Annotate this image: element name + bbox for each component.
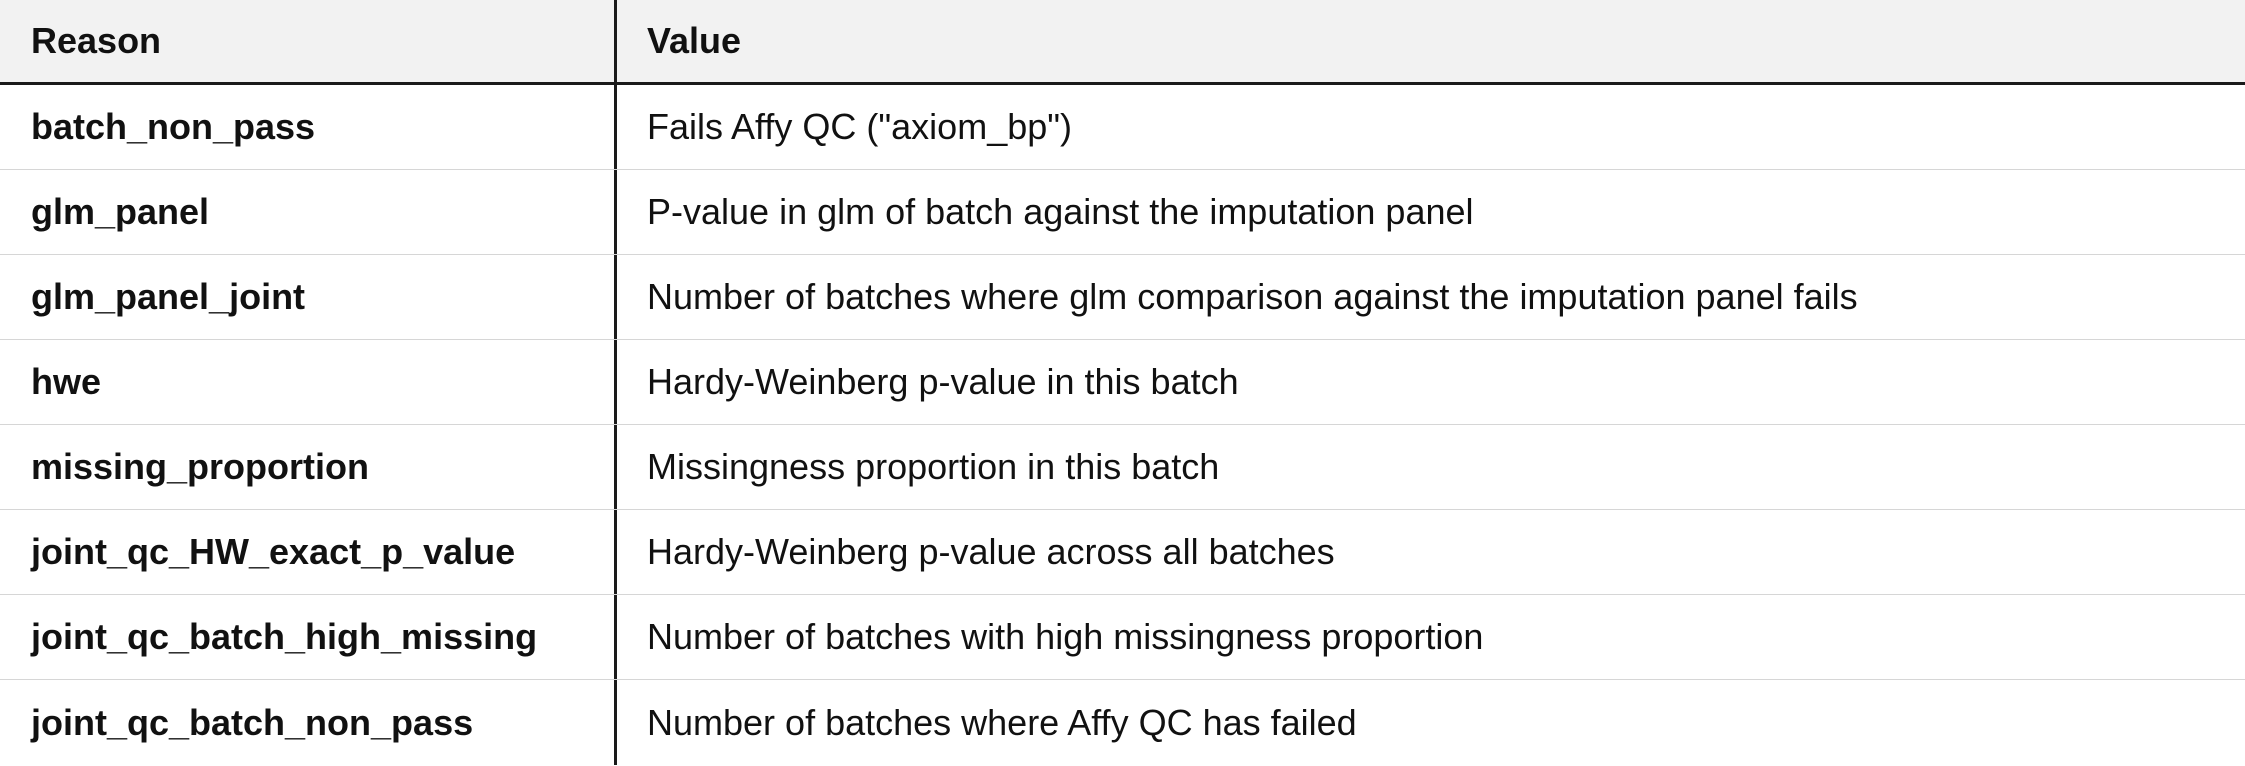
reason-cell: batch_non_pass: [0, 85, 617, 169]
table-header-row: Reason Value: [0, 0, 2245, 85]
reason-cell: glm_panel: [0, 170, 617, 254]
table-row: batch_non_pass Fails Affy QC ("axiom_bp"…: [0, 85, 2245, 170]
header-reason: Reason: [0, 0, 617, 82]
value-cell: Number of batches with high missingness …: [647, 616, 1484, 657]
header-value: Value: [647, 20, 742, 61]
reason-cell: joint_qc_HW_exact_p_value: [0, 510, 617, 594]
value-cell: Hardy-Weinberg p-value in this batch: [647, 361, 1239, 402]
table-row: glm_panel P-value in glm of batch agains…: [0, 170, 2245, 255]
value-cell: Number of batches where glm comparison a…: [647, 276, 1858, 317]
table-row: glm_panel_joint Number of batches where …: [0, 255, 2245, 340]
table-row: joint_qc_HW_exact_p_value Hardy-Weinberg…: [0, 510, 2245, 595]
value-cell: Number of batches where Affy QC has fail…: [647, 701, 1357, 743]
value-cell: Fails Affy QC ("axiom_bp"): [647, 106, 1073, 147]
table-row: missing_proportion Missingness proportio…: [0, 425, 2245, 510]
table-row: joint_qc_batch_high_missing Number of ba…: [0, 595, 2245, 680]
table-row: joint_qc_batch_non_pass Number of batche…: [0, 680, 2245, 765]
value-cell: Missingness proportion in this batch: [647, 446, 1220, 487]
reason-cell: glm_panel_joint: [0, 255, 617, 339]
value-cell: Hardy-Weinberg p-value across all batche…: [647, 531, 1335, 572]
reason-cell: missing_proportion: [0, 425, 617, 509]
reason-cell: hwe: [0, 340, 617, 424]
value-cell: P-value in glm of batch against the impu…: [647, 191, 1474, 232]
reason-cell: joint_qc_batch_non_pass: [0, 680, 617, 765]
table-row: hwe Hardy-Weinberg p-value in this batch: [0, 340, 2245, 425]
reason-cell: joint_qc_batch_high_missing: [0, 595, 617, 679]
